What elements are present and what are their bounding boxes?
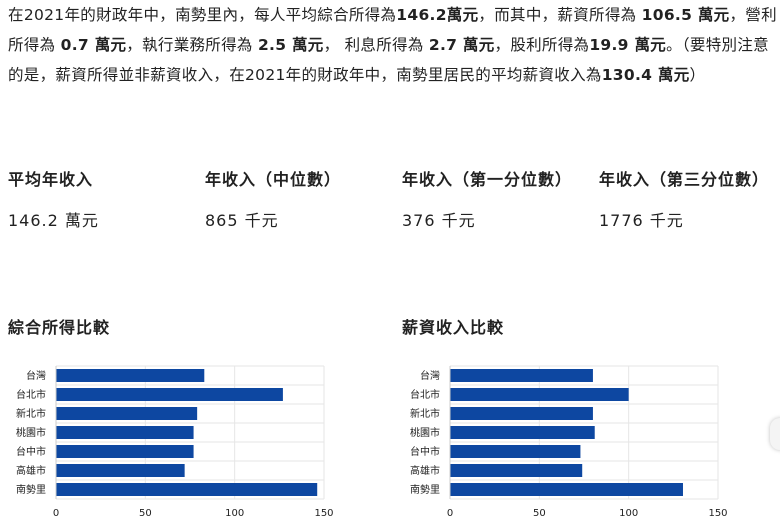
- intro-part: 年的財政年中，南勢里居民的平均薪資收入為: [285, 66, 602, 84]
- y-tick-label: 台北市: [410, 388, 440, 401]
- bar: [56, 407, 198, 420]
- intro-part: 2021: [23, 6, 65, 24]
- stat-third-quartile: 年收入（第三分位數） 1776 千元: [599, 166, 769, 231]
- y-tick-label: 台北市: [16, 388, 46, 401]
- scroll-handle[interactable]: [770, 418, 780, 450]
- x-tick-label: 0: [53, 508, 59, 519]
- stat-first-quartile: 年收入（第一分位數） 376 千元: [402, 166, 572, 231]
- intro-part: ，執行業務所得為: [126, 36, 258, 54]
- y-tick-label: 南勢里: [410, 483, 440, 496]
- stat-average-income: 平均年收入 146.2 萬元: [8, 166, 99, 231]
- bar: [56, 464, 185, 477]
- chart-title-salary-income: 薪資收入比較: [402, 318, 505, 337]
- intro-part: 2.5 萬元: [257, 36, 324, 54]
- bar: [56, 483, 318, 496]
- y-tick-label: 高雄市: [16, 464, 46, 477]
- intro-part: ，而其中，薪資所得為: [478, 6, 642, 24]
- x-tick-label: 50: [139, 508, 152, 519]
- bar: [56, 426, 194, 439]
- y-tick-label: 新北市: [16, 407, 46, 420]
- stat-value: 1776 千元: [599, 211, 684, 230]
- bar: [56, 445, 194, 458]
- intro-part: 130.4 萬元: [601, 66, 690, 84]
- intro-part: 2.7 萬元: [428, 36, 495, 54]
- x-tick-label: 150: [708, 508, 727, 519]
- bar: [450, 483, 683, 496]
- intro-paragraph: 在2021年的財政年中，南勢里內，每人平均綜合所得為146.2萬元，而其中，薪資…: [8, 0, 778, 90]
- stat-label: 年收入（第三分位數）: [599, 170, 770, 189]
- bar: [450, 426, 595, 439]
- bar: [56, 369, 205, 382]
- stat-label: 年收入（第一分位數）: [402, 170, 573, 189]
- stat-value: 146.2 萬元: [8, 211, 99, 230]
- x-tick-label: 150: [314, 508, 333, 519]
- y-tick-label: 高雄市: [410, 464, 440, 477]
- intro-part: 106.5 萬元: [641, 6, 730, 24]
- y-tick-label: 台灣: [26, 369, 46, 382]
- bar: [450, 407, 593, 420]
- bar: [450, 369, 593, 382]
- stat-label: 平均年收入: [8, 170, 94, 189]
- y-tick-label: 台灣: [420, 369, 440, 382]
- bar: [56, 388, 283, 401]
- intro-part: 146.2萬元: [396, 6, 479, 24]
- intro-part: 年的財政年中，南勢里內，每人平均綜合所得為: [64, 6, 397, 24]
- stat-value: 376 千元: [402, 211, 476, 230]
- chart-title-total-income: 綜合所得比較: [8, 318, 111, 337]
- x-tick-label: 100: [619, 508, 638, 519]
- intro-part: 0.7 萬元: [60, 36, 127, 54]
- intro-part: ， 利息所得為: [323, 36, 429, 54]
- intro-part: 在: [8, 6, 24, 24]
- x-tick-label: 50: [533, 508, 546, 519]
- y-tick-label: 新北市: [410, 407, 440, 420]
- stat-label: 年收入（中位數）: [205, 170, 342, 189]
- intro-part: 2021: [245, 66, 286, 84]
- y-tick-label: 桃園市: [16, 426, 46, 439]
- y-tick-label: 桃園市: [410, 426, 440, 439]
- intro-part: 。（要特別注意的是，薪資所得並非薪資收入，在: [8, 36, 769, 84]
- stat-median-income: 年收入（中位數） 865 千元: [205, 166, 341, 231]
- x-tick-label: 0: [447, 508, 453, 519]
- y-tick-label: 台中市: [410, 445, 440, 458]
- bar: [450, 464, 583, 477]
- y-tick-label: 南勢里: [16, 483, 46, 496]
- intro-part: ，股利所得為: [494, 36, 590, 54]
- y-tick-label: 台中市: [16, 445, 46, 458]
- x-tick-label: 100: [225, 508, 244, 519]
- bar: [450, 388, 629, 401]
- intro-part: ）: [689, 66, 706, 84]
- intro-part: 19.9 萬元: [589, 36, 667, 54]
- bar: [450, 445, 581, 458]
- intro-part: ，營利所得為: [8, 6, 777, 54]
- stat-value: 865 千元: [205, 211, 279, 230]
